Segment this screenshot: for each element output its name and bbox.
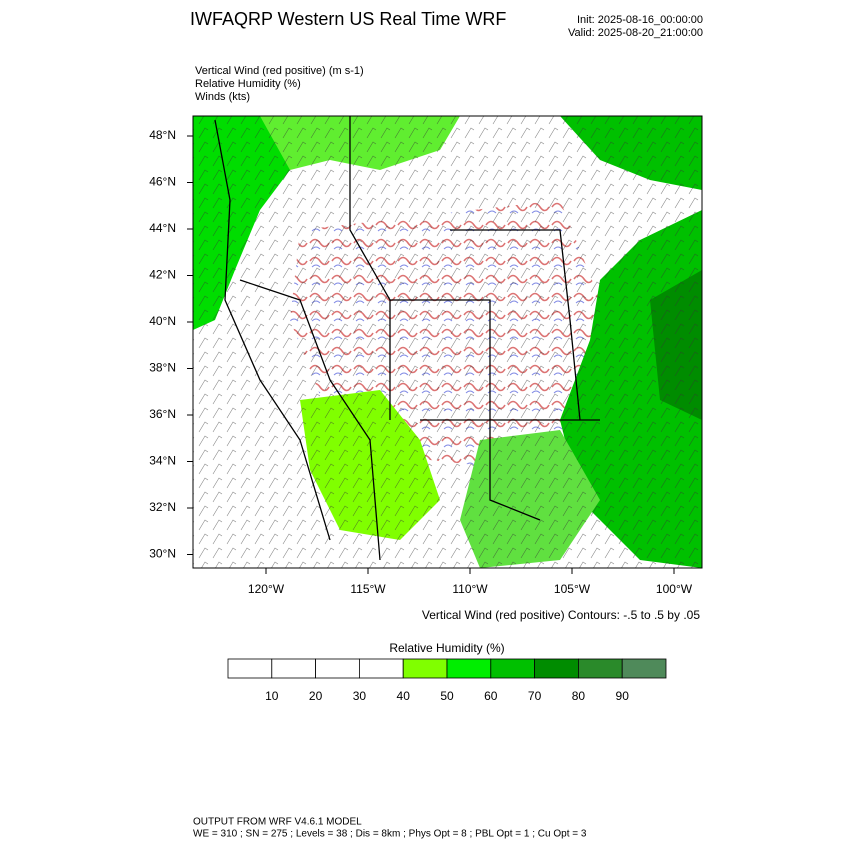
colorbar-box	[446, 658, 492, 679]
map-field	[193, 116, 702, 568]
lat-label: 32°N	[149, 500, 176, 514]
init-time: Init: 2025-08-16_00:00:00	[577, 14, 703, 26]
lat-label: 48°N	[149, 128, 176, 142]
lat-label: 40°N	[149, 314, 176, 328]
colorbar-box	[227, 658, 273, 679]
lon-label: 120°W	[248, 582, 285, 596]
lat-label: 46°N	[149, 175, 176, 189]
lon-label: 105°W	[554, 582, 591, 596]
map-frame	[192, 115, 703, 569]
footer-line: WE = 310 ; SN = 275 ; Levels = 38 ; Dis …	[193, 829, 587, 840]
lon-label: 115°W	[350, 582, 386, 596]
colorbar-box	[534, 658, 579, 679]
colorbar-box	[271, 658, 316, 679]
colorbar-label: 10	[265, 689, 279, 703]
lat-label: 30°N	[149, 547, 176, 561]
lat-label: 36°N	[149, 407, 176, 421]
colorbar-label: 60	[484, 689, 498, 703]
field-label: Relative Humidity (%)	[195, 78, 301, 90]
colorbar-box	[490, 658, 535, 679]
field-label: Vertical Wind (red positive) (m s-1)	[195, 65, 364, 77]
valid-time: Valid: 2025-08-20_21:00:00	[568, 27, 703, 39]
footer-line: OUTPUT FROM WRF V4.6.1 MODEL	[193, 817, 362, 828]
title: IWFAQRP Western US Real Time WRF	[190, 9, 506, 29]
contour-note: Vertical Wind (red positive) Contours: -…	[422, 608, 700, 622]
colorbar-box	[621, 658, 667, 679]
lat-label: 44°N	[149, 221, 176, 235]
field-label: Winds (kts)	[195, 91, 250, 103]
colorbar-box	[315, 658, 360, 679]
lat-label: 42°N	[149, 268, 176, 282]
lat-label: 38°N	[149, 361, 176, 375]
colorbar-box	[578, 658, 623, 679]
colorbar-box	[402, 658, 448, 679]
colorbar-label: 20	[309, 689, 323, 703]
lon-label: 100°W	[656, 582, 693, 596]
colorbar-label: 90	[616, 689, 630, 703]
colorbar-title: Relative Humidity (%)	[389, 641, 504, 655]
colorbar-label: 80	[572, 689, 586, 703]
lat-label: 34°N	[149, 454, 176, 468]
colorbar-label: 70	[528, 689, 542, 703]
lon-label: 110°W	[452, 582, 488, 596]
colorbar-label: 30	[353, 689, 367, 703]
colorbar-label: 40	[397, 689, 411, 703]
colorbar-label: 50	[440, 689, 454, 703]
colorbar-box	[358, 658, 404, 679]
